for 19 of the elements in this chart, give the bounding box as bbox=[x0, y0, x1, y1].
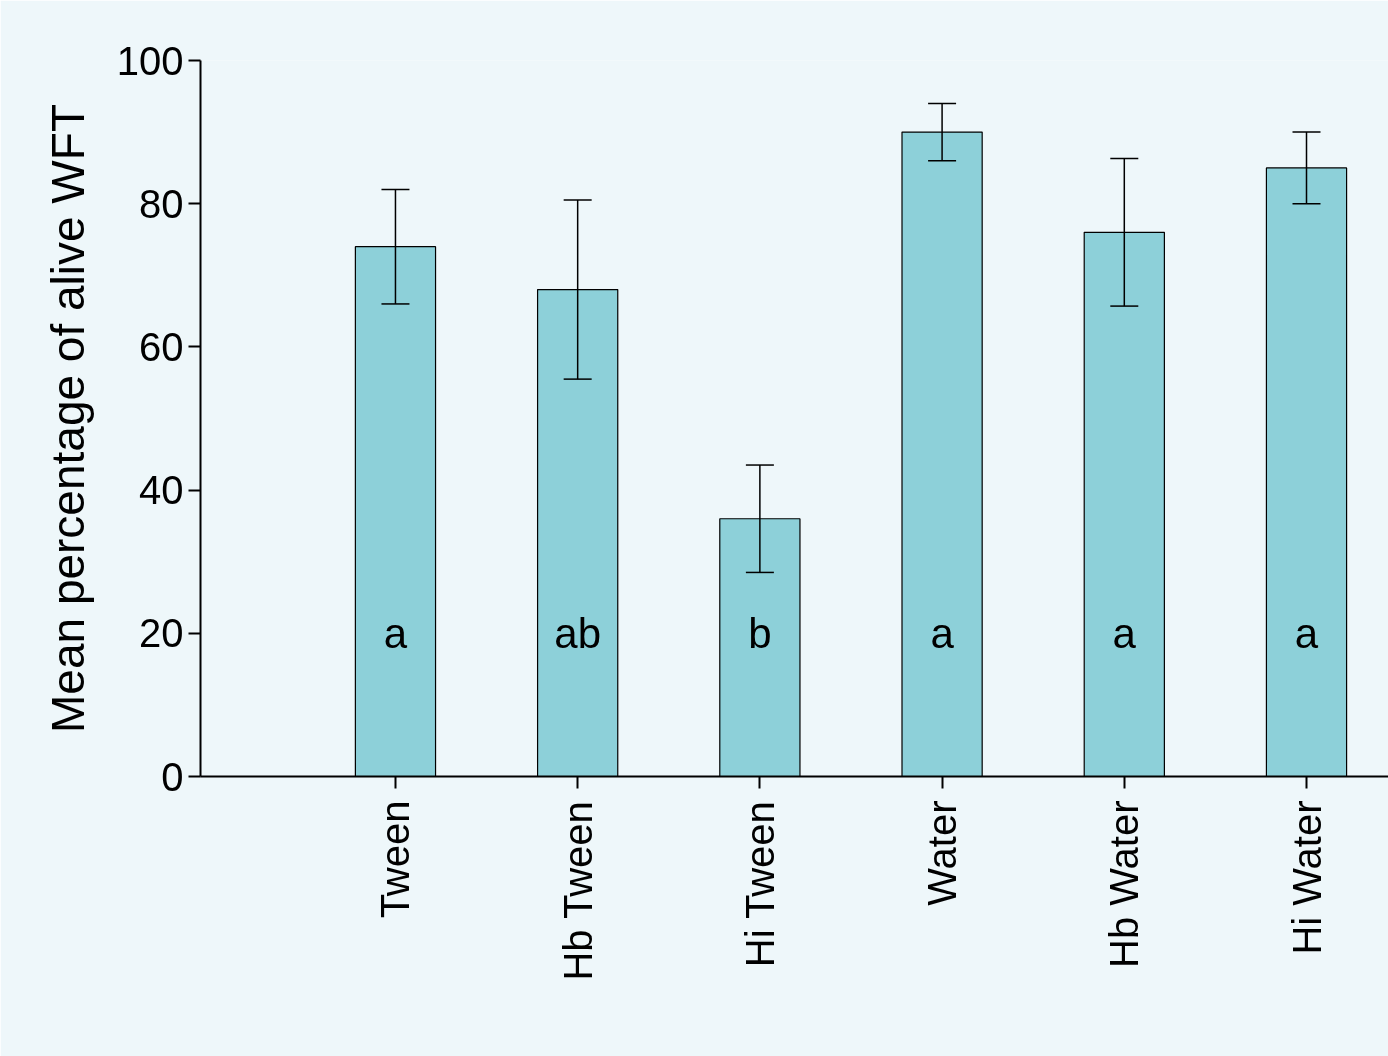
x-tick-label: Hb Water bbox=[1102, 800, 1147, 968]
annotation: b bbox=[748, 609, 772, 657]
y-tick-label: 40 bbox=[139, 468, 184, 513]
annotation: ab bbox=[554, 609, 602, 657]
annotation: a bbox=[1294, 609, 1319, 657]
y-tick-label: 100 bbox=[116, 38, 184, 83]
x-tick-label: Water bbox=[920, 800, 965, 906]
x-tick-label: Hi Tween bbox=[737, 801, 782, 968]
annotation: a bbox=[1112, 609, 1137, 657]
y-tick-label: 60 bbox=[139, 324, 184, 369]
annotation: a bbox=[930, 609, 955, 657]
y-axis-title: Mean percentage of alive WFT bbox=[41, 104, 94, 733]
x-tick-label: Tween bbox=[373, 800, 418, 919]
x-tick-label: Hi Water bbox=[1284, 800, 1329, 955]
y-tick-label: 0 bbox=[161, 754, 184, 799]
annotation: a bbox=[383, 609, 408, 657]
y-tick-label: 20 bbox=[139, 611, 184, 656]
y-tick-label: 80 bbox=[139, 181, 184, 226]
x-tick-label: Hb Tween bbox=[555, 801, 600, 981]
